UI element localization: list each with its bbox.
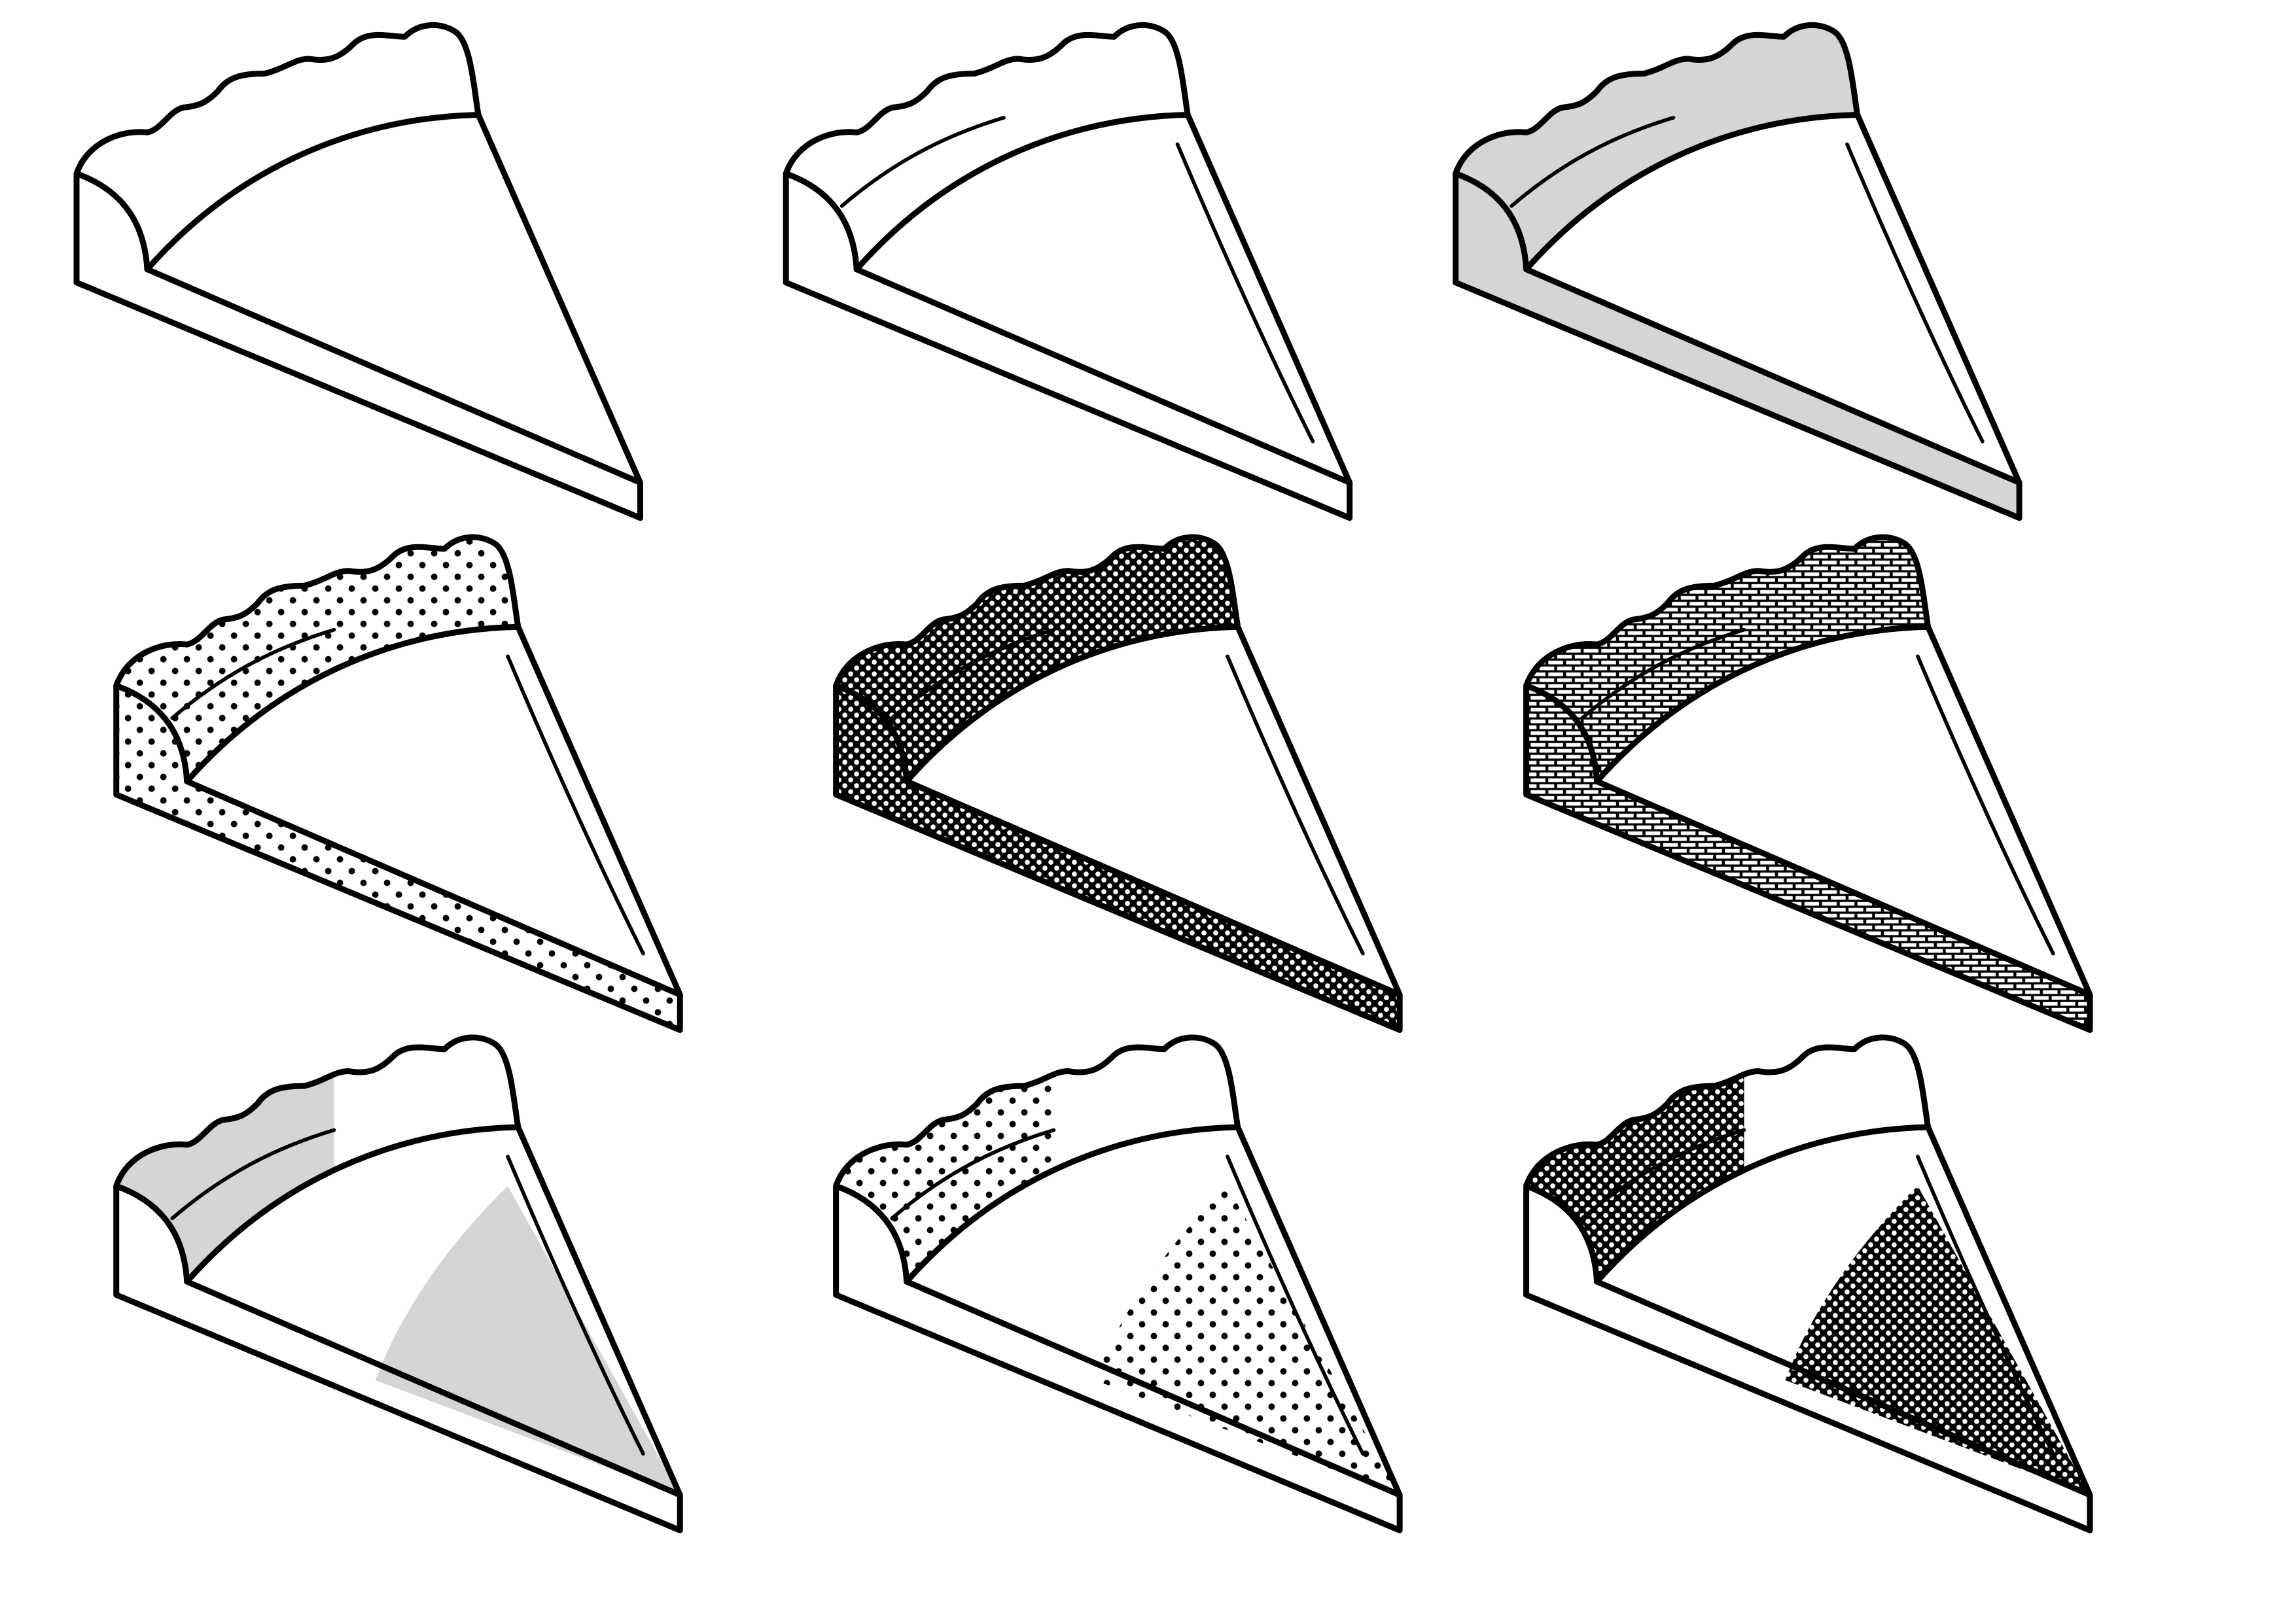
slice-4 [116, 537, 680, 1030]
slice-8 [836, 1038, 1400, 1530]
slice-7 [116, 1038, 680, 1530]
slice-5 [836, 537, 1400, 1030]
slice-3 [1456, 25, 2019, 517]
slice-1 [77, 25, 640, 517]
slice-6 [1527, 537, 2090, 1030]
slice-2 [786, 25, 1349, 517]
slice-9 [1527, 1038, 2090, 1530]
